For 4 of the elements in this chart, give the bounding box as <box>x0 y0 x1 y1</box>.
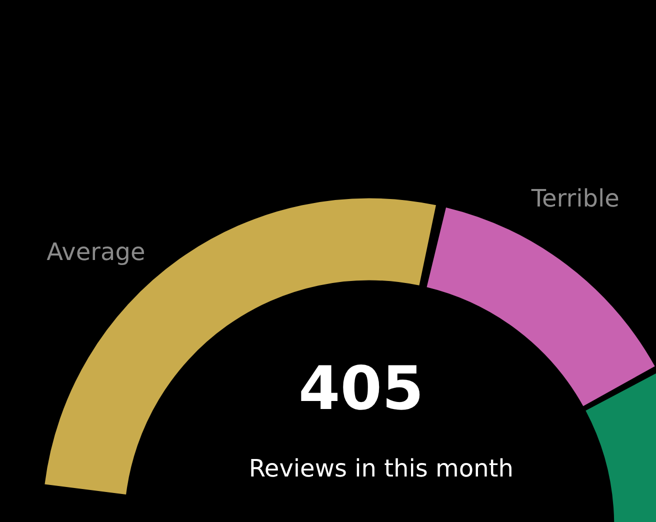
slice-label: Terrible <box>530 184 620 212</box>
text: Reviews in this month <box>248 454 514 483</box>
text: 405 <box>298 354 424 424</box>
slice-label: Average <box>46 238 146 266</box>
